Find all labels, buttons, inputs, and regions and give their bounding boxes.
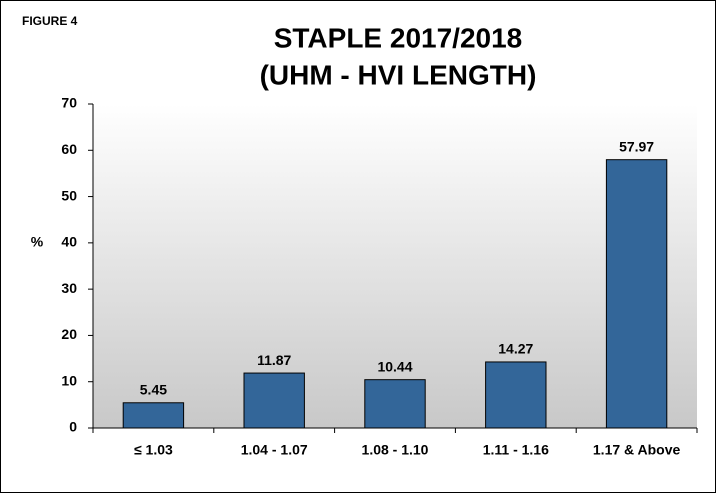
value-label: 11.87 bbox=[257, 352, 291, 368]
y-tick-label: 10 bbox=[61, 372, 77, 388]
value-label: 14.27 bbox=[498, 341, 533, 357]
x-tick-label: ≤ 1.03 bbox=[134, 442, 173, 458]
y-tick-label: 60 bbox=[61, 141, 77, 157]
y-tick-label: 20 bbox=[61, 326, 77, 342]
value-label: 10.44 bbox=[377, 358, 412, 374]
bar bbox=[243, 372, 305, 429]
figure-label: FIGURE 4 bbox=[22, 14, 78, 28]
chart-title: STAPLE 2017/2018 bbox=[274, 22, 523, 53]
y-tick-label: 30 bbox=[61, 280, 77, 296]
x-tick-label: 1.17 & Above bbox=[593, 442, 681, 458]
x-tick-label: 1.04 - 1.07 bbox=[241, 442, 308, 458]
bar bbox=[364, 379, 426, 429]
chart-subtitle: (UHM - HVI LENGTH) bbox=[260, 59, 537, 90]
x-tick-label: 1.08 - 1.10 bbox=[362, 442, 429, 458]
y-tick-label: 50 bbox=[61, 187, 77, 203]
bar bbox=[485, 361, 547, 429]
y-axis-label: % bbox=[31, 234, 44, 250]
y-tick-label: 40 bbox=[61, 234, 77, 250]
value-label: 57.97 bbox=[619, 138, 654, 154]
bar bbox=[122, 402, 185, 429]
y-tick-label: 70 bbox=[61, 95, 77, 111]
value-label: 5.45 bbox=[140, 381, 167, 397]
x-tick-label: 1.11 - 1.16 bbox=[483, 442, 549, 458]
bar bbox=[605, 159, 668, 429]
y-tick-label: 0 bbox=[69, 419, 77, 435]
plot-area bbox=[93, 104, 697, 428]
